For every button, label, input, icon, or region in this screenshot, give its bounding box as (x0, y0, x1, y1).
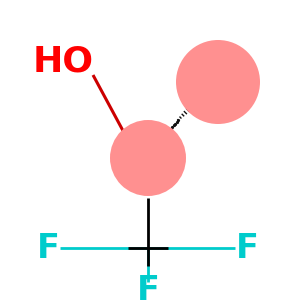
Circle shape (110, 120, 186, 196)
Circle shape (176, 40, 260, 124)
Text: F: F (236, 232, 258, 265)
Text: F: F (136, 274, 159, 300)
Text: F: F (37, 232, 59, 265)
Text: HO: HO (32, 45, 94, 79)
